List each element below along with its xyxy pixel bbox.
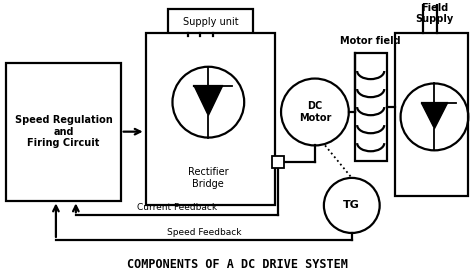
- Text: Motor field: Motor field: [340, 36, 401, 46]
- Bar: [355, 53, 387, 161]
- Text: Current Feedback: Current Feedback: [137, 203, 217, 212]
- Text: Speed Regulation
and
Firing Circuit: Speed Regulation and Firing Circuit: [15, 115, 112, 148]
- Bar: [146, 33, 275, 206]
- Text: Rectifier
Bridge: Rectifier Bridge: [188, 167, 228, 189]
- Text: TG: TG: [343, 201, 360, 210]
- Text: Speed Feedback: Speed Feedback: [166, 228, 241, 237]
- Text: Supply unit: Supply unit: [183, 18, 238, 27]
- Polygon shape: [421, 103, 447, 129]
- Polygon shape: [194, 86, 222, 116]
- Text: COMPONENTS OF A DC DRIVE SYSTEM: COMPONENTS OF A DC DRIVE SYSTEM: [127, 258, 347, 271]
- Bar: [272, 156, 284, 168]
- Text: DC
Motor: DC Motor: [299, 101, 331, 123]
- Bar: [6, 63, 121, 201]
- Bar: [395, 33, 468, 196]
- Bar: [168, 9, 253, 36]
- Text: Field
Supply: Field Supply: [415, 3, 454, 24]
